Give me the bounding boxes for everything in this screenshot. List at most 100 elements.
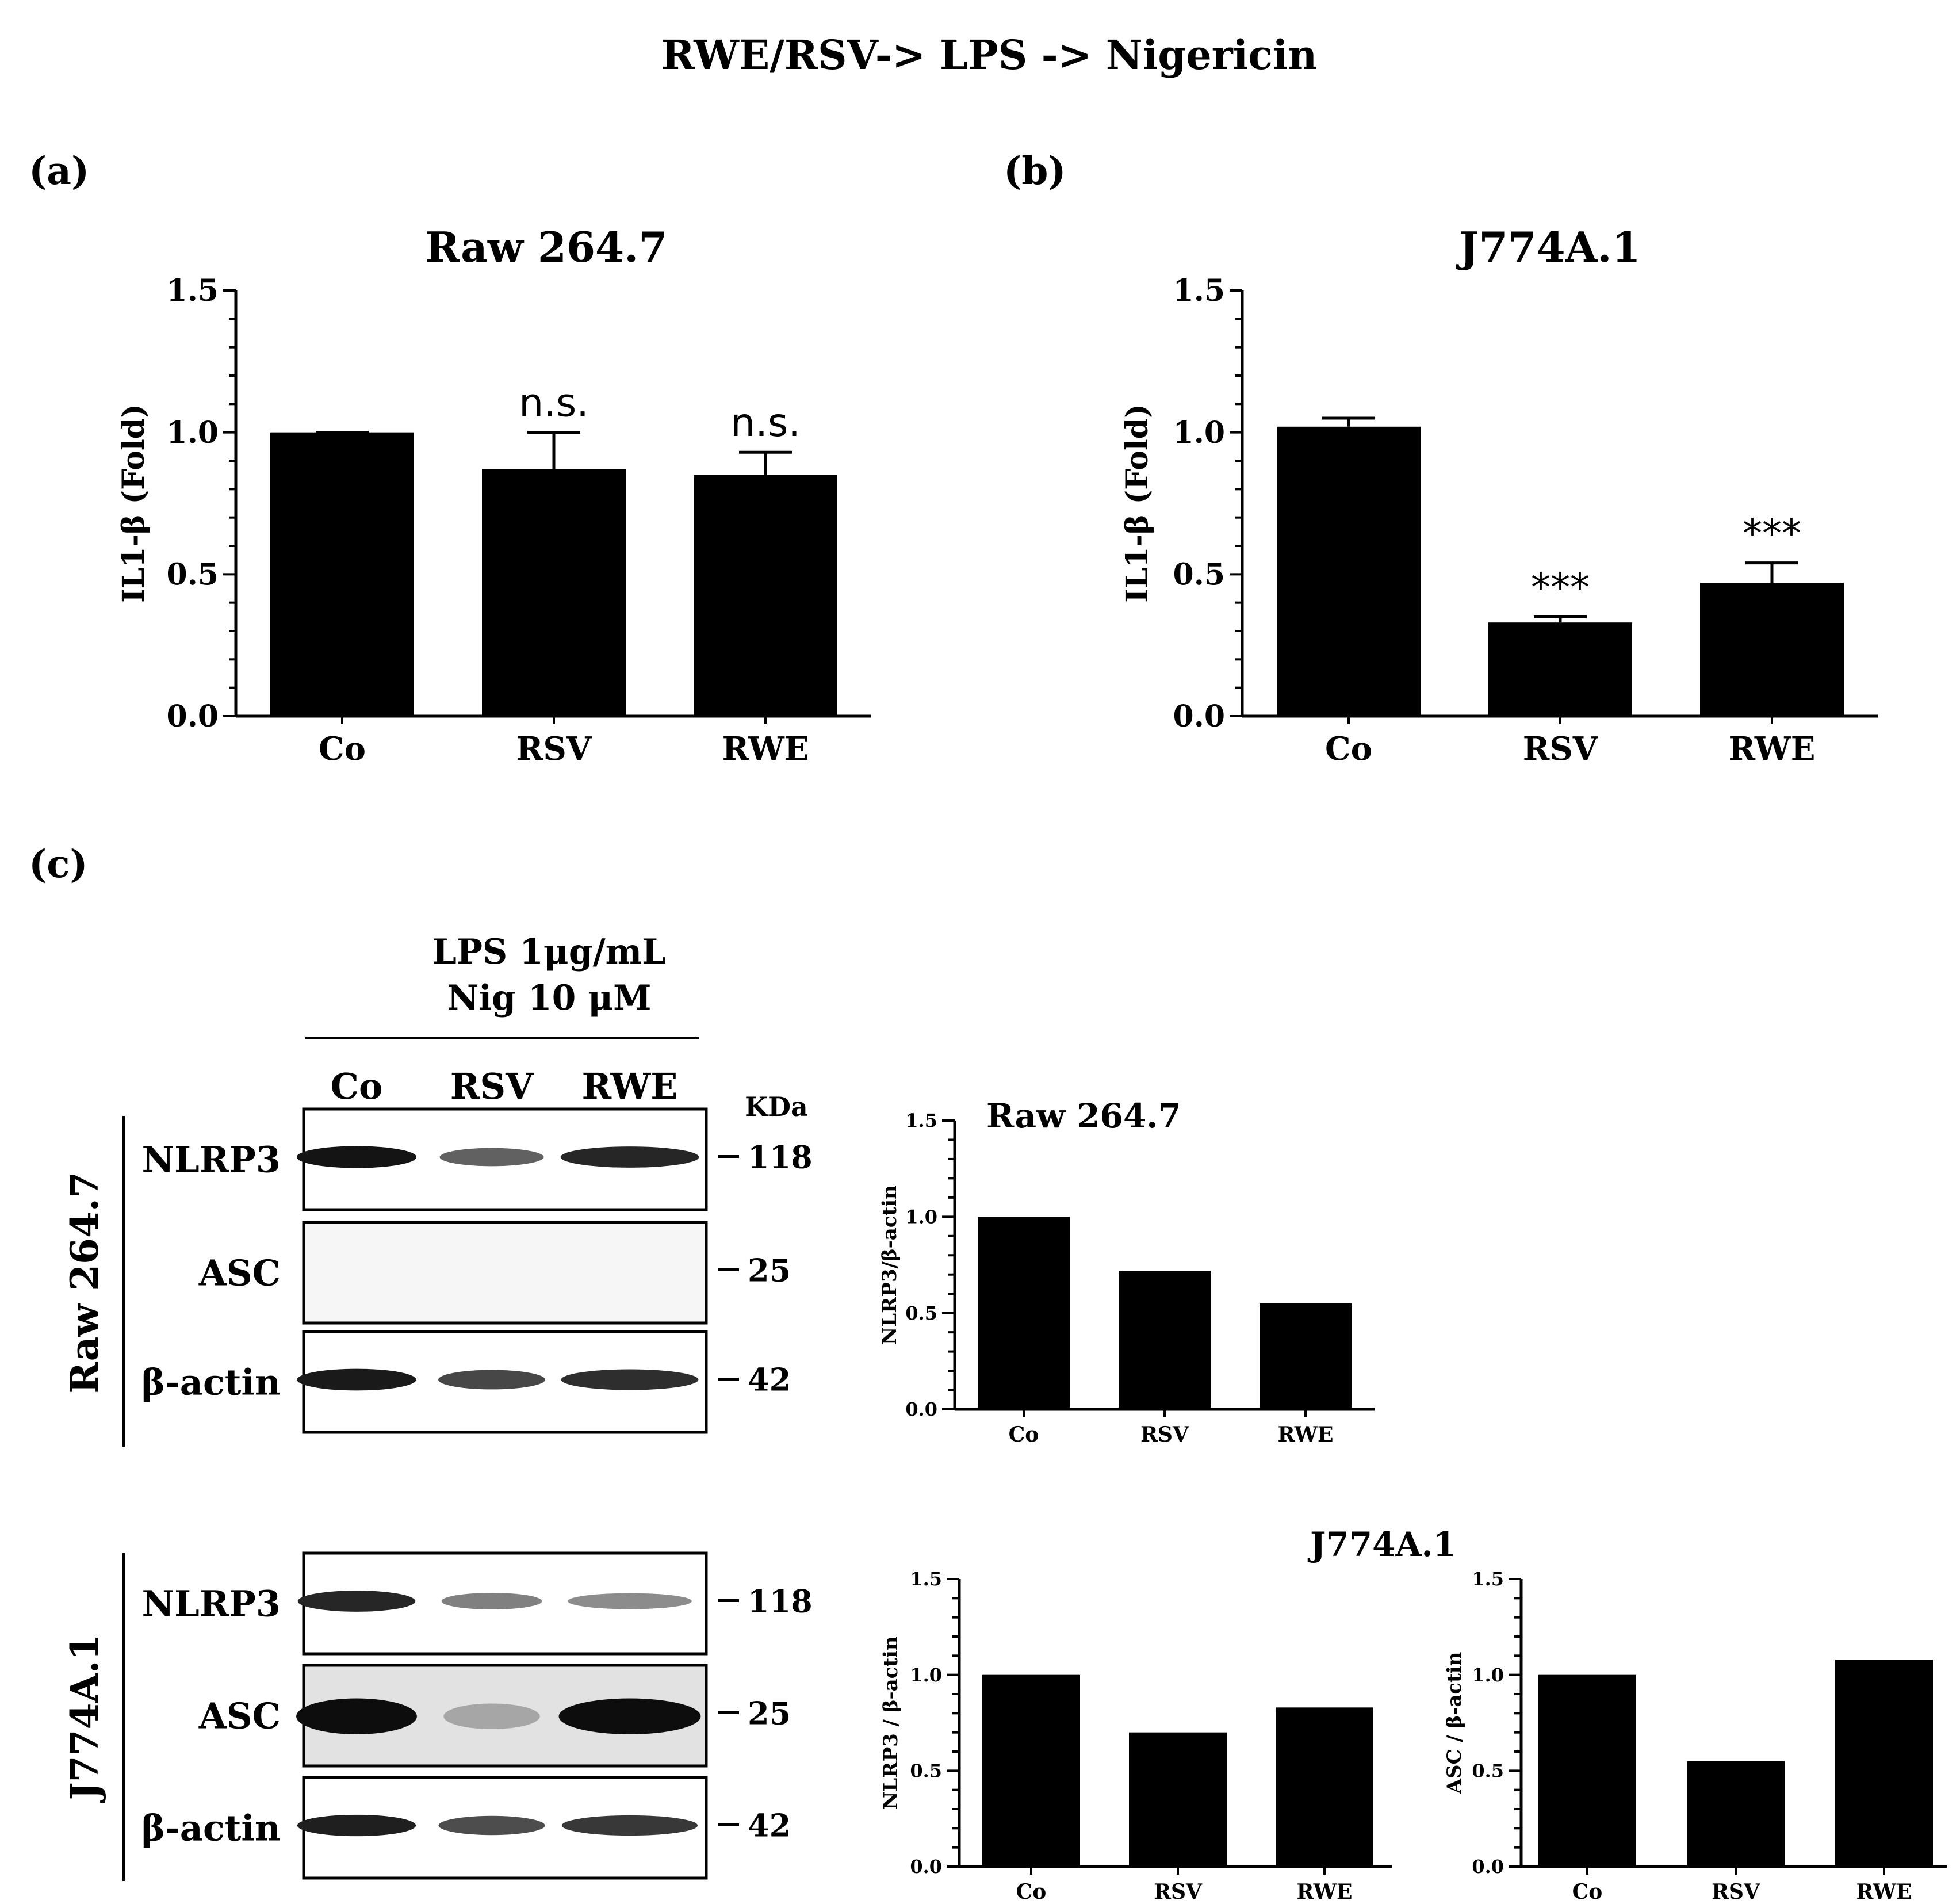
bar: [1119, 1271, 1211, 1409]
x-tick-label: Co: [319, 730, 366, 768]
blot-row: NLRP3 118: [141, 1551, 813, 1656]
chart-b: 0.0 0.5 1.0 1.5 Co RSV *** RWE *** J774A.1 IL1-β (…: [1120, 223, 1878, 768]
y-tick-label: 1.5: [905, 1110, 937, 1131]
y-tick-label: 0.0: [910, 1856, 942, 1878]
x-tick-label: Co: [1325, 730, 1372, 768]
blot-row: β-actin 42: [141, 1776, 791, 1880]
y-tick-label: 0.5: [1472, 1760, 1504, 1782]
y-tick-label: 1.0: [167, 415, 219, 450]
protein-label: ASC: [198, 1252, 281, 1294]
blot-band: [297, 1814, 416, 1837]
significance-label: n.s.: [519, 381, 589, 426]
bar: [270, 432, 414, 716]
bar: [1276, 1707, 1373, 1867]
significance-label: ***: [1531, 565, 1590, 610]
y-tick-label: 0.5: [910, 1760, 942, 1782]
blot-band: [297, 1591, 416, 1612]
y-tick-label: 0.5: [1173, 557, 1225, 592]
chart-c3: 0.0 0.5 1.0 1.5 Co RSV RWE ASC / β-actin: [1443, 1568, 1947, 1904]
y-tick-label: 1.0: [910, 1664, 942, 1686]
protein-label: β-actin: [141, 1362, 281, 1404]
y-tick-label: 0.0: [1173, 699, 1225, 734]
blot-band: [296, 1698, 417, 1734]
blot-row: NLRP3 118: [141, 1107, 813, 1211]
bar: [1260, 1303, 1352, 1409]
y-axis-label: NLRP3/β-actin: [878, 1185, 901, 1345]
kda-marker-label: 25: [748, 1695, 791, 1732]
blot-row: β-actin 42: [141, 1330, 791, 1434]
y-tick-label: 1.0: [1472, 1664, 1504, 1686]
chart-title: J774A.1: [1307, 1525, 1456, 1564]
bar: [982, 1674, 1080, 1867]
blot-treatment-line1: LPS 1μg/mL: [432, 932, 667, 972]
panel-a-label: (a): [29, 148, 89, 193]
y-tick-label: 1.5: [910, 1568, 942, 1590]
blot-row: ASC 25: [198, 1221, 791, 1325]
y-axis-label: IL1-β (Fold): [1120, 404, 1155, 602]
blot-band: [560, 1146, 699, 1168]
blot-treatment-line2: Nig 10 μM: [447, 978, 651, 1018]
significance-label: ***: [1743, 511, 1801, 557]
x-tick-label: RSV: [516, 730, 592, 768]
significance-label: n.s.: [730, 400, 801, 446]
y-tick-label: 0.5: [905, 1302, 937, 1324]
blot-row: ASC 25: [198, 1664, 791, 1768]
y-axis-label: ASC / β-actin: [1443, 1652, 1466, 1795]
kda-marker-label: 25: [748, 1252, 791, 1289]
blot-band: [443, 1703, 540, 1729]
x-tick-label: Co: [1016, 1880, 1047, 1904]
blot-band: [558, 1698, 701, 1734]
panel-b-label: (b): [1004, 148, 1066, 193]
y-tick-label: 1.0: [1173, 415, 1225, 450]
chart-title: Raw 264.7: [426, 223, 668, 272]
bar: [1687, 1761, 1785, 1867]
protein-label: β-actin: [141, 1807, 281, 1849]
bar: [1700, 583, 1844, 716]
x-tick-label: RSV: [1140, 1423, 1189, 1447]
blot-band: [568, 1593, 692, 1609]
blot-band: [296, 1146, 417, 1168]
y-tick-label: 0.5: [167, 557, 219, 592]
lane-label: Co: [331, 1065, 383, 1107]
lane-label: RSV: [450, 1065, 534, 1107]
y-tick-label: 1.5: [167, 273, 219, 308]
blot-band: [561, 1369, 699, 1390]
y-axis-label: IL1-β (Fold): [116, 404, 151, 602]
blot-band: [561, 1815, 698, 1836]
kda-marker-label: 118: [748, 1583, 813, 1620]
y-tick-label: 0.0: [1472, 1856, 1504, 1878]
bar: [978, 1217, 1070, 1409]
y-tick-label: 1.5: [1173, 273, 1225, 308]
protein-label: ASC: [198, 1695, 281, 1737]
bar: [1538, 1674, 1636, 1867]
blot-band: [439, 1148, 544, 1167]
bar: [1835, 1660, 1933, 1867]
blot-band: [441, 1593, 542, 1609]
blot-band: [438, 1370, 545, 1390]
lane-label: RWE: [581, 1065, 677, 1107]
bar: [1129, 1732, 1227, 1867]
bar: [482, 469, 626, 716]
kda-label: KDa: [745, 1091, 808, 1122]
chart-a: 0.0 0.5 1.0 1.5 Co RSV n.s. RWE n.s. Raw 264.7 IL1…: [116, 223, 871, 768]
x-tick-label: RSV: [1712, 1880, 1760, 1904]
chart-title: Raw 264.7: [986, 1096, 1181, 1135]
x-tick-label: RSV: [1523, 730, 1599, 768]
group-label-raw: Raw 264.7: [62, 1172, 107, 1394]
blot-membrane: [302, 1221, 708, 1325]
x-tick-label: RWE: [1278, 1423, 1334, 1447]
protein-label: NLRP3: [141, 1139, 281, 1181]
x-tick-label: RWE: [1297, 1880, 1353, 1904]
protein-label: NLRP3: [141, 1583, 281, 1625]
blot-band: [438, 1815, 545, 1836]
x-tick-label: Co: [1572, 1880, 1603, 1904]
bar: [694, 475, 837, 716]
group-label-j774: J774A.1: [62, 1634, 107, 1803]
y-axis-label: NLRP3 / β-actin: [879, 1636, 902, 1809]
x-tick-label: RWE: [1729, 730, 1816, 768]
bar: [1277, 426, 1421, 716]
chart-title: J774A.1: [1456, 223, 1640, 272]
blot-band: [297, 1368, 416, 1391]
x-tick-label: RWE: [1856, 1880, 1912, 1904]
